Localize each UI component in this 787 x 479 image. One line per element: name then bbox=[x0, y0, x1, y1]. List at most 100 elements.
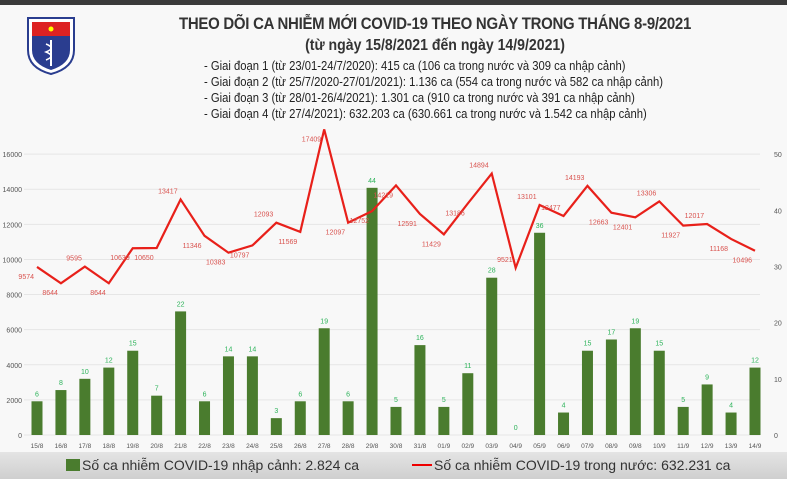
line-label: 10639 bbox=[110, 255, 130, 262]
right-axis-tick: 30 bbox=[774, 264, 782, 271]
top-border bbox=[0, 0, 787, 5]
left-axis-tick: 2000 bbox=[6, 398, 22, 405]
bar-label: 16 bbox=[416, 335, 424, 342]
legend-swatch-line bbox=[412, 464, 432, 466]
bar bbox=[534, 232, 546, 435]
bar-label: 15 bbox=[584, 341, 592, 348]
line-label: 14193 bbox=[565, 175, 585, 182]
x-axis-tick: 28/8 bbox=[342, 443, 355, 450]
x-axis-tick: 16/8 bbox=[55, 443, 68, 450]
bar bbox=[653, 350, 665, 435]
bar-label: 7 bbox=[155, 386, 159, 393]
line-label: 13186 bbox=[445, 211, 465, 218]
line-label: 12401 bbox=[613, 224, 633, 231]
bar bbox=[390, 406, 402, 435]
ministry-of-health-logo bbox=[27, 17, 75, 76]
phase-2: - Giai đoạn 2 (từ 25/7/2020-27/01/2021):… bbox=[204, 75, 663, 89]
bar-label: 17 bbox=[608, 329, 616, 336]
x-axis-tick: 01/9 bbox=[438, 443, 451, 450]
x-axis-tick: 20/8 bbox=[150, 443, 163, 450]
bar-label: 14 bbox=[249, 346, 257, 353]
left-axis-tick: 14000 bbox=[3, 187, 23, 194]
left-axis-tick: 10000 bbox=[3, 257, 23, 264]
left-axis-tick: 0 bbox=[18, 433, 22, 440]
right-axis-tick: 0 bbox=[774, 433, 778, 440]
bar bbox=[438, 406, 450, 435]
x-axis-tick: 23/8 bbox=[222, 443, 235, 450]
line-label: 11927 bbox=[661, 233, 680, 240]
bar bbox=[486, 277, 498, 435]
legend-label-bar: Số ca nhiễm COVID-19 nhập cảnh: 2.824 ca bbox=[82, 457, 360, 473]
line-label: 14894 bbox=[469, 163, 489, 170]
line-label: 11168 bbox=[710, 246, 729, 253]
phase-4: - Giai đoạn 4 (từ 27/4/2021): 632.203 ca… bbox=[204, 107, 647, 121]
bar bbox=[366, 187, 378, 435]
bar-label: 6 bbox=[35, 391, 39, 398]
bar bbox=[558, 412, 570, 435]
x-axis-tick: 30/8 bbox=[390, 443, 403, 450]
bar-label: 10 bbox=[81, 369, 89, 376]
right-axis-tick: 40 bbox=[774, 208, 782, 215]
bar-label: 44 bbox=[368, 178, 376, 185]
bar-label: 28 bbox=[488, 268, 496, 275]
line-label: 11429 bbox=[422, 241, 441, 248]
bar bbox=[318, 328, 330, 435]
line-label: 13417 bbox=[158, 188, 178, 195]
bar bbox=[677, 406, 689, 435]
legend: Số ca nhiễm COVID-19 nhập cảnh: 2.824 ca… bbox=[0, 452, 787, 479]
line-label: 14219 bbox=[374, 192, 394, 199]
line-label: 8644 bbox=[90, 290, 106, 297]
x-axis-tick: 21/8 bbox=[174, 443, 187, 450]
line-label: 10496 bbox=[733, 258, 753, 265]
right-axis-tick: 10 bbox=[774, 377, 782, 384]
bar-label: 8 bbox=[59, 380, 63, 387]
x-axis-tick: 04/9 bbox=[509, 443, 522, 450]
line-label: 9595 bbox=[66, 256, 82, 263]
legend-item-bar: Số ca nhiễm COVID-19 nhập cảnh: 2.824 ca bbox=[66, 457, 359, 473]
bar-label: 11 bbox=[464, 363, 471, 370]
left-axis-tick: 16000 bbox=[3, 152, 23, 159]
x-axis-tick: 10/9 bbox=[653, 443, 666, 450]
bar bbox=[414, 345, 426, 435]
x-axis-tick: 03/9 bbox=[485, 443, 498, 450]
line-label: 10797 bbox=[230, 252, 250, 259]
bar-label: 4 bbox=[729, 403, 733, 410]
bar bbox=[342, 401, 354, 435]
x-axis-tick: 12/9 bbox=[701, 443, 714, 450]
line-label: 13306 bbox=[637, 190, 657, 197]
line-label: 11569 bbox=[278, 239, 297, 246]
line-label: 12093 bbox=[254, 212, 274, 219]
line-label: 13101 bbox=[517, 194, 537, 201]
bar-label: 5 bbox=[394, 397, 398, 404]
x-axis-tick: 18/8 bbox=[102, 443, 115, 450]
bar bbox=[270, 418, 282, 435]
bar-label: 6 bbox=[203, 391, 207, 398]
x-axis-tick: 26/8 bbox=[294, 443, 307, 450]
bar bbox=[581, 350, 593, 435]
left-axis-tick: 4000 bbox=[6, 363, 22, 370]
bar bbox=[749, 367, 761, 435]
bar bbox=[462, 373, 474, 435]
phase-3: - Giai đoạn 3 (từ 28/01-26/4/2021): 1.30… bbox=[204, 91, 635, 105]
bar bbox=[246, 356, 258, 435]
bar bbox=[294, 401, 306, 435]
bar bbox=[175, 311, 187, 435]
x-axis-tick: 02/9 bbox=[461, 443, 474, 450]
legend-item-line: Số ca nhiễm COVID-19 trong nước: 632.231… bbox=[412, 457, 730, 473]
left-axis-tick: 12000 bbox=[3, 222, 23, 229]
bar bbox=[55, 390, 67, 435]
bar-label: 12 bbox=[105, 358, 113, 365]
x-axis-tick: 05/9 bbox=[533, 443, 546, 450]
x-axis-tick: 24/8 bbox=[246, 443, 259, 450]
phase-1: - Giai đoạn 1 (từ 23/01-24/7/2020): 415 … bbox=[204, 59, 626, 73]
bar-label: 15 bbox=[655, 341, 663, 348]
line-label: 11346 bbox=[183, 243, 202, 250]
bar-label: 15 bbox=[129, 341, 137, 348]
bar-label: 19 bbox=[320, 318, 328, 325]
bar bbox=[701, 384, 713, 435]
chart-title: THEO DÕI CA NHIỄM MỚI COVID-19 THEO NGÀY… bbox=[178, 14, 692, 33]
line-label: 17409 bbox=[302, 136, 322, 143]
x-axis-tick: 19/8 bbox=[126, 443, 139, 450]
bar-label: 19 bbox=[631, 318, 639, 325]
